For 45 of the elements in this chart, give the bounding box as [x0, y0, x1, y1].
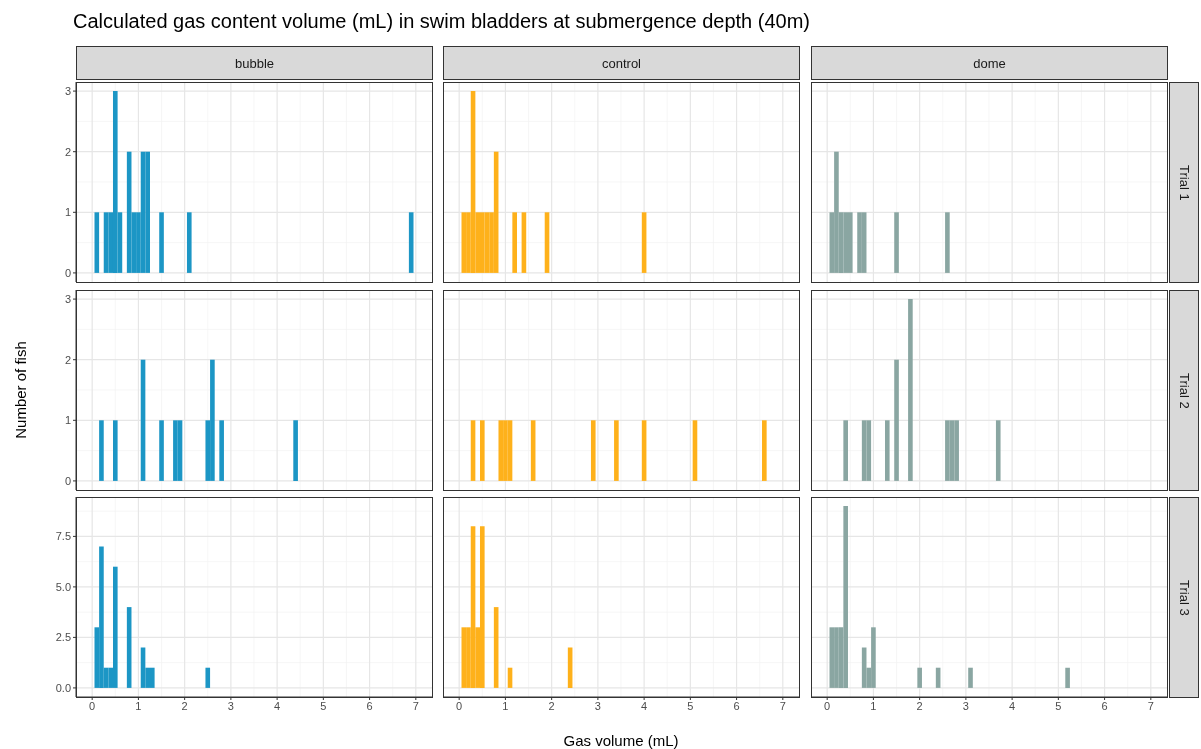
x-tick-label: 3 — [227, 699, 234, 712]
x-tick-label: 4 — [274, 699, 281, 712]
x-tick-label: 1 — [135, 699, 142, 712]
x-tick-label: 4 — [641, 699, 648, 712]
x-tick-label: 0 — [456, 699, 463, 712]
y-tick-label: 0.0 — [55, 681, 71, 694]
y-tick-label: 3 — [64, 293, 71, 305]
y-tick-label: 0 — [64, 474, 71, 487]
x-tick-label: 2 — [548, 699, 555, 712]
x-tick-label: 3 — [962, 699, 969, 712]
chart-title: Calculated gas content volume (mL) in swim bladders at submergence depth (40m) — [73, 10, 811, 33]
chart-subtitle: control — [601, 55, 642, 71]
x-tick-label: 6 — [733, 699, 740, 712]
y-tick-label: 1 — [64, 206, 71, 219]
chart-subtitle: bubble — [234, 55, 275, 71]
x-tick-label: 4 — [1009, 699, 1016, 712]
y-tick-label: 1 — [64, 414, 71, 427]
x-tick-label: 5 — [687, 699, 694, 712]
y-tick-label: 2 — [64, 145, 71, 158]
chart-subtitle: dome — [973, 55, 1006, 71]
x-tick-label: 7 — [779, 699, 786, 712]
y2-axis-title: Trial 3 — [1176, 579, 1192, 616]
y2-axis-title: Trial 1 — [1176, 164, 1192, 201]
x-tick-label: 1 — [870, 699, 877, 712]
y-axis-title: Number of fish — [11, 341, 29, 439]
x-tick-label: 2 — [181, 699, 188, 712]
x-tick-label: 0 — [89, 699, 96, 712]
x-tick-label: 6 — [1101, 699, 1108, 712]
y-tick-label: 7.5 — [55, 530, 71, 543]
x-tick-label: 5 — [1055, 699, 1062, 712]
x-axis-title: Gas volume (mL) — [563, 731, 679, 749]
x-tick-label: 7 — [412, 699, 419, 712]
x-tick-label: 2 — [916, 699, 923, 712]
y-tick-label: 3 — [64, 85, 71, 97]
y-tick-label: 5.0 — [55, 580, 71, 593]
y-tick-label: 2 — [64, 353, 71, 366]
x-tick-label: 6 — [366, 699, 373, 712]
y-tick-label: 0 — [64, 266, 71, 279]
y-tick-label: 2.5 — [55, 631, 71, 644]
x-tick-label: 0 — [824, 699, 831, 712]
x-tick-label: 1 — [502, 699, 509, 712]
x-tick-label: 3 — [594, 699, 601, 712]
x-tick-label: 7 — [1147, 699, 1154, 712]
y2-axis-title: Trial 2 — [1176, 372, 1192, 409]
x-tick-label: 5 — [320, 699, 327, 712]
